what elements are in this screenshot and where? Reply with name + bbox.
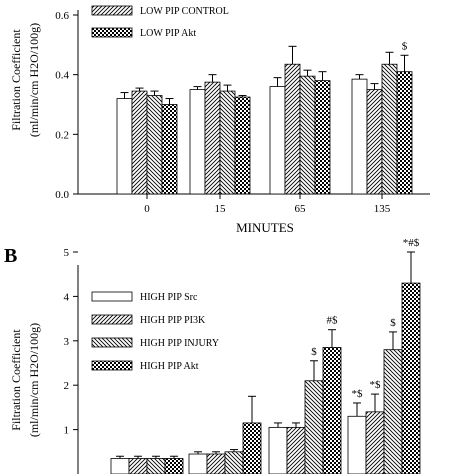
y-axis-label-line-1: Filtration Coefficient [9,29,23,131]
legend-label: HIGH PIP INJURY [140,338,219,349]
significance-marker: *#$ [403,237,420,249]
bar [164,458,184,474]
bar [347,415,367,474]
y-axis-label: Filtration Coefficient (ml/min/cm H2O/10… [9,323,41,437]
x-tick-label: 15 [215,203,227,215]
bar [269,86,286,195]
axes: 1 2 3 4 5 [64,247,79,474]
bar [161,104,178,195]
y-tick-label: 2 [64,380,70,392]
significance-marker: $ [390,317,396,329]
y-axis-label-line-1: Filtration Coefficient [9,329,23,431]
legend: HIGH PIP Src HIGH PIP PI3K HIGH PIP INJURY… [91,291,219,372]
significance-marker: $ [402,40,408,52]
y-tick-label: 1 [64,425,70,437]
bars [116,45,413,195]
bar [299,75,316,195]
bar [189,89,206,195]
x-axis-label: MINUTES [236,220,294,235]
bar [116,98,133,195]
bar [206,453,226,474]
annotations: $ #$ *$ *$ $ *#$ [311,237,420,400]
x-tick-label: 65 [295,203,307,215]
legend-swatch [91,27,133,38]
y-axis-label: Filtration Coefficient (ml/min/cm H2O/10… [9,23,41,137]
bar [401,282,421,474]
bar [396,71,413,195]
bar [131,90,148,195]
bar [365,411,385,474]
bar [381,63,398,195]
legend-swatch [91,5,133,16]
legend-label: LOW PIP CONTROL [140,6,229,17]
significance-marker: $ [311,346,317,358]
bar [224,451,244,474]
bar [128,458,148,474]
y-tick-label: 3 [64,336,70,348]
significance-marker: #$ [327,315,339,327]
y-tick-label: 0.2 [55,129,69,141]
bar [242,422,262,474]
y-tick-label: 5 [64,247,70,259]
y-axis-label-line-2: (ml/min/cm H2O/100g) [27,23,41,137]
legend: LOW PIP CONTROL LOW PIP Akt [91,5,229,39]
bar [286,426,306,474]
annotations: $ [402,40,408,52]
legend-label: LOW PIP Akt [140,28,196,39]
y-tick-label: 0.6 [55,10,69,22]
legend-swatch [91,360,133,371]
bar [351,78,368,195]
y-axis-label-line-2: (ml/min/cm H2O/100g) [27,323,41,437]
bar [314,80,331,195]
bar [204,81,221,195]
bar [219,90,236,195]
bar [234,96,251,195]
bar [146,95,163,195]
legend-label: HIGH PIP Akt [140,361,199,372]
chart-panel-a: Filtration Coefficient (ml/min/cm H2O/10… [9,5,430,235]
bar [366,89,383,195]
legend-label: HIGH PIP PI3K [140,315,206,326]
significance-marker: *$ [370,379,382,391]
legend-swatch [91,337,133,348]
panel-letter-b: B [4,245,17,267]
bar [188,453,208,474]
bar [304,380,324,474]
y-tick-label: 0.4 [55,70,69,82]
x-tick-label: 135 [374,203,391,215]
y-tick-label: 0.0 [55,189,69,201]
x-tick-label: 0 [144,203,150,215]
bars [110,251,421,474]
bar [146,458,166,474]
legend-label: HIGH PIP Src [140,292,198,303]
y-tick-label: 4 [64,291,70,303]
bar [268,426,288,474]
bar [383,349,403,474]
bar [322,347,342,474]
legend-swatch [91,314,133,325]
bar [110,458,130,474]
significance-marker: *$ [352,388,364,400]
legend-swatch [91,291,133,302]
chart-panel-b: Filtration Coefficient (ml/min/cm H2O/10… [9,237,421,474]
bar [284,63,301,195]
